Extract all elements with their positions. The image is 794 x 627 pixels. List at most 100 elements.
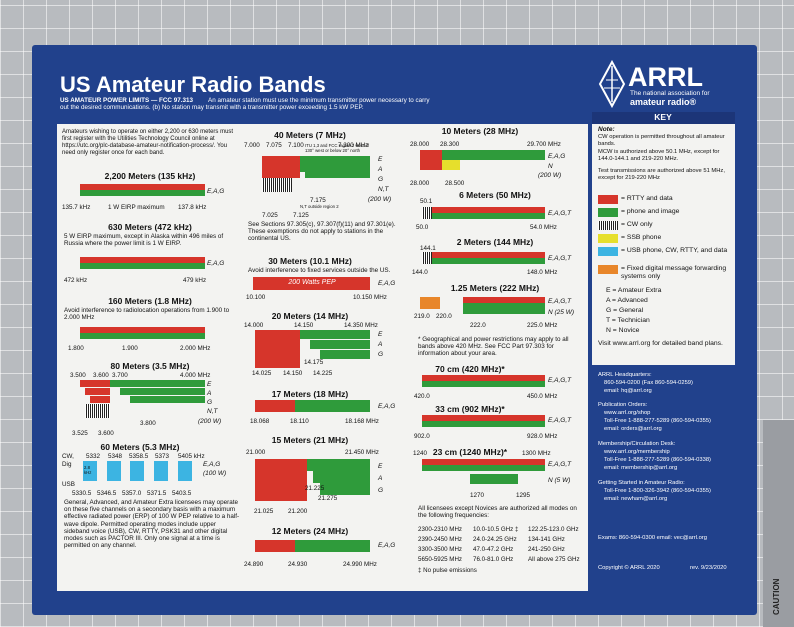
freq-label: 10.150 MHz	[353, 294, 387, 301]
freq-label: 479 kHz	[183, 277, 207, 284]
band-segment	[85, 404, 110, 418]
band-title: 17 Meters (18 MHz)	[271, 389, 349, 399]
band-segment	[80, 333, 205, 339]
freq-label: 5330.5	[72, 490, 92, 497]
band-segment	[295, 400, 370, 412]
band-title: 60 Meters (5.3 MHz)	[100, 442, 180, 452]
band-segment	[262, 178, 292, 192]
freq-label: 24.930	[288, 561, 308, 568]
band-segment	[598, 221, 618, 230]
contact-line: email: hq@arrl.org	[604, 388, 652, 394]
band-segment	[154, 461, 168, 481]
freq-label: 3.600	[93, 372, 109, 379]
legend-text: = CW only	[621, 221, 653, 228]
band-note: See Sections 97.305(c), 97.307(f)(11) an…	[248, 221, 396, 243]
band-segment	[422, 207, 432, 219]
freq-label: 1295	[516, 492, 531, 499]
band-title: 1.25 Meters (222 MHz)	[450, 283, 540, 293]
band-title: 630 Meters (472 kHz)	[108, 222, 192, 232]
mode-label: N (5 W)	[548, 477, 571, 484]
band-title: 20 Meters (14 MHz)	[271, 311, 349, 321]
freq-label: 18.168 MHz	[345, 418, 379, 425]
band-segment	[120, 388, 205, 395]
band-segment	[313, 471, 370, 483]
freq-label: 5403.5	[172, 490, 192, 497]
band-segment	[107, 461, 121, 481]
freq-label: 18.110	[290, 418, 309, 425]
band-segment	[80, 380, 110, 387]
table-cell: 2390-2450 MHz	[418, 536, 463, 543]
contact-line: Toll-Free 1-888-277-5289 (860-594-0338)	[604, 457, 711, 463]
band-segment	[463, 303, 545, 309]
contact-heading: ARRL Headquarters:	[598, 372, 652, 378]
freq-label: 21.000	[246, 449, 266, 456]
mode-label: E,A,G	[378, 542, 396, 549]
freq-label: 5371.5	[147, 490, 167, 497]
freq-label: CW,	[62, 453, 74, 460]
intro: Amateurs wishing to operate on either 2,…	[62, 129, 234, 156]
freq-label: 1270	[470, 492, 485, 499]
mode-label: E	[378, 331, 383, 338]
table-cell: 241-250 GHz	[528, 546, 565, 553]
freq-label: 472 kHz	[64, 277, 88, 284]
mode-label: A	[207, 390, 212, 397]
band-segment	[83, 461, 97, 481]
band-segment	[470, 474, 518, 484]
freq-label: 7.175	[310, 197, 326, 204]
band-segment	[442, 150, 545, 160]
band-segment	[598, 247, 618, 256]
contact-line: Toll-Free 1-800-326-3942 (860-594-0355)	[604, 488, 711, 494]
freq-label: 928.0 MHz	[527, 433, 558, 440]
logo-tag2: amateur radio®	[630, 97, 697, 107]
band-title: 30 Meters (10.1 MHz)	[268, 256, 352, 266]
freq-label: 902.0	[414, 433, 430, 440]
key-header	[592, 112, 735, 124]
freq-label: Dig	[62, 461, 72, 468]
band-segment	[80, 263, 205, 269]
footer-text: Exams: 860-594-0300 email: vec@arrl.org	[598, 535, 707, 541]
band-segment	[130, 396, 205, 403]
band-segment	[255, 459, 307, 501]
mode-label: (200 W)	[538, 172, 562, 179]
contact-line: Toll-Free 1-888-277-5289 (860-594-0355)	[604, 418, 711, 424]
band-segment	[422, 465, 545, 471]
band-segment	[300, 164, 370, 172]
freq-label: 137.8 kHz	[178, 204, 207, 211]
band-segment	[253, 277, 370, 290]
band-segment	[255, 540, 295, 552]
band-segment	[432, 258, 545, 264]
freq-label: 29.700 MHz	[527, 141, 561, 148]
freq-label: 3.600	[98, 430, 114, 437]
mode-label: G	[378, 176, 384, 183]
license: A = Advanced	[606, 297, 648, 304]
table-cell: 10.0-10.5 GHz ‡	[473, 526, 519, 533]
freq-label: 50.1	[420, 198, 433, 205]
mode-label: E,A,G,T	[548, 417, 572, 424]
band-segment	[300, 330, 370, 339]
footer-text: Copyright © ARRL 2020	[598, 565, 660, 571]
freq-label: 21.450 MHz	[345, 449, 379, 456]
logo-name: ARRL	[628, 62, 703, 92]
freq-label: 3.700	[112, 372, 128, 379]
freq-label: 21.025	[254, 508, 274, 515]
freq-label: 7.125	[293, 212, 309, 219]
freq-label: 21.275	[318, 495, 338, 502]
band-segment	[310, 340, 370, 349]
sticker	[763, 420, 794, 627]
mode-label: E	[378, 156, 383, 163]
freq-label: 5357.0	[122, 490, 142, 497]
band-title: 15 Meters (21 MHz)	[271, 435, 349, 445]
freq-label: 148.0 MHz	[527, 269, 558, 276]
band-segment	[598, 265, 618, 274]
license: T = Technician	[606, 317, 650, 324]
mode-label: A	[378, 341, 383, 348]
legend-text: = Fixed digital message forwarding syste…	[621, 265, 727, 280]
mode-label: (200 W)	[368, 196, 392, 203]
band-segment	[85, 388, 110, 395]
contact-line: 860-594-0200 (Fax 860-594-0259)	[604, 380, 693, 386]
power-heading: US AMATEUR POWER LIMITS — FCC 97.313	[60, 97, 193, 104]
band-segment	[80, 184, 205, 190]
freq-label: 14.225	[313, 370, 333, 377]
freq-label: 24.990 MHz	[343, 561, 377, 568]
